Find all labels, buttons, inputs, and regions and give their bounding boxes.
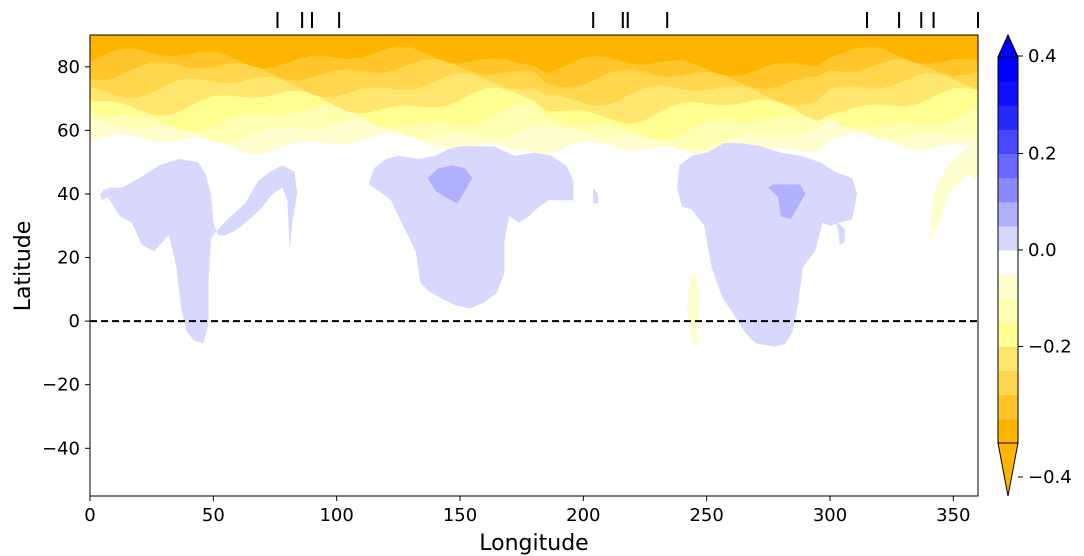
colorbar-segment bbox=[998, 177, 1018, 203]
x-tick-label: 150 bbox=[443, 505, 477, 526]
colorbar-segment bbox=[998, 418, 1018, 444]
positive-sliver-1 bbox=[99, 190, 108, 201]
x-tick-label: 50 bbox=[202, 505, 225, 526]
band-neg-0.35 bbox=[90, 35, 978, 77]
colorbar-tick-label: 0.4 bbox=[1028, 46, 1057, 67]
colorbar-segment bbox=[998, 322, 1018, 348]
x-axis-label: Longitude bbox=[479, 531, 588, 556]
positive-region-1 bbox=[102, 159, 298, 344]
contour-fields bbox=[90, 35, 978, 347]
x-tick-label: 200 bbox=[566, 505, 600, 526]
y-tick-label: −20 bbox=[42, 375, 80, 396]
y-axis: −40 −20 0 20 40 60 80 bbox=[42, 57, 90, 459]
negative-streak bbox=[686, 270, 700, 347]
positive-core-3 bbox=[768, 184, 806, 220]
x-axis: 0 50 100 150 200 250 300 350 bbox=[84, 496, 971, 526]
colorbar-segment bbox=[998, 57, 1018, 82]
top-markers bbox=[276, 12, 979, 28]
y-axis-label: Latitude bbox=[11, 221, 36, 312]
y-tick-label: 40 bbox=[57, 184, 80, 205]
y-tick-label: 80 bbox=[57, 57, 80, 78]
colorbar-segment bbox=[998, 201, 1018, 227]
positive-region-2 bbox=[368, 146, 574, 309]
plot-frame bbox=[89, 34, 979, 497]
colorbar-tick-label: −0.2 bbox=[1028, 337, 1072, 358]
negative-lobe-right bbox=[928, 143, 978, 242]
positive-core-2 bbox=[427, 165, 473, 204]
y-tick-label: 0 bbox=[69, 311, 80, 332]
y-tick-label: 20 bbox=[57, 248, 80, 269]
positive-region-3 bbox=[677, 143, 858, 347]
positive-sliver-3 bbox=[830, 216, 845, 245]
colorbar-segment bbox=[998, 394, 1018, 420]
colorbar-segment bbox=[998, 153, 1018, 179]
colorbar-segment bbox=[998, 129, 1018, 155]
colorbar: −0.4 −0.2 0.0 0.2 0.4 bbox=[997, 33, 1072, 497]
x-tick-label: 0 bbox=[84, 505, 95, 526]
positive-sliver-2 bbox=[593, 187, 599, 204]
colorbar-segment bbox=[998, 225, 1018, 251]
colorbar-extend-min bbox=[997, 442, 1019, 497]
colorbar-segment bbox=[998, 81, 1018, 106]
colorbar-tick-label: 0.2 bbox=[1028, 144, 1057, 165]
colorbar-segment bbox=[998, 370, 1018, 396]
colorbar-segment bbox=[998, 274, 1018, 299]
colorbar-segment bbox=[998, 298, 1018, 323]
x-tick-label: 350 bbox=[936, 505, 970, 526]
x-tick-label: 250 bbox=[689, 505, 723, 526]
x-tick-label: 300 bbox=[813, 505, 847, 526]
x-tick-label: 100 bbox=[319, 505, 353, 526]
colorbar-tick-label: −0.4 bbox=[1028, 467, 1072, 488]
y-tick-label: 60 bbox=[57, 120, 80, 141]
colorbar-segment bbox=[998, 346, 1018, 372]
colorbar-tick-label: 0.0 bbox=[1028, 240, 1057, 261]
colorbar-segment bbox=[998, 250, 1018, 275]
colorbar-extend-max bbox=[997, 33, 1019, 58]
y-tick-label: −40 bbox=[42, 438, 80, 459]
colorbar-segment bbox=[998, 105, 1018, 130]
